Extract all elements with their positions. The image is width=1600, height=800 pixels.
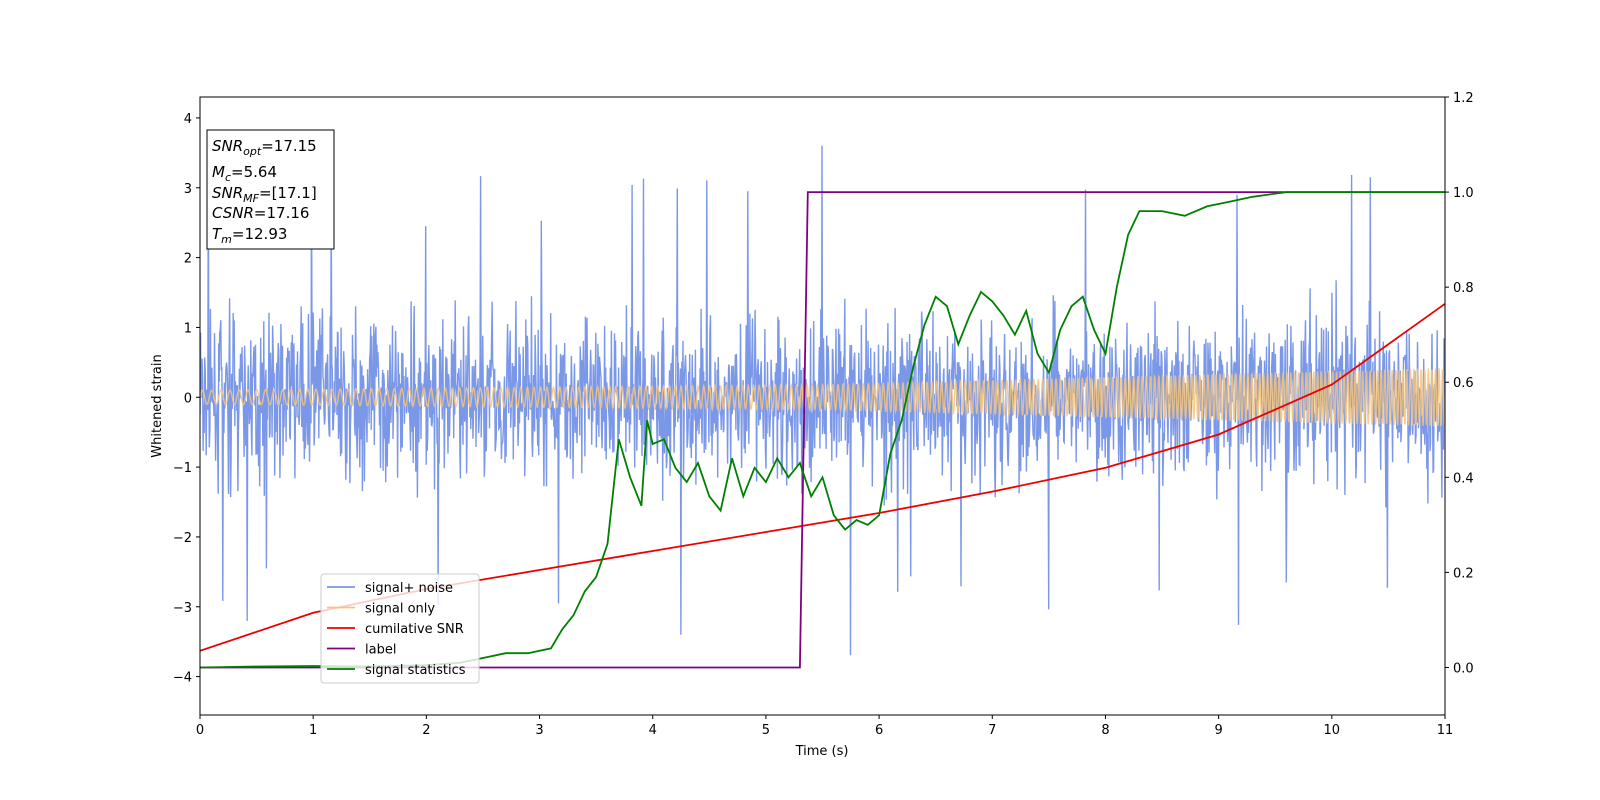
- y-tick-label: −2: [173, 531, 192, 546]
- y-tick-label: 4: [184, 112, 192, 127]
- info-box-frame: [206, 129, 335, 250]
- y2-tick-label: 1.2: [1453, 91, 1474, 106]
- info-tm-base: T: [212, 225, 223, 243]
- info-csnr: CSNR=17.16: [212, 204, 309, 222]
- info-mc-sub: c: [225, 171, 231, 184]
- y-tick-label: −1: [173, 461, 192, 476]
- y-tick-label: 0: [184, 391, 192, 406]
- x-tick-label: 11: [1437, 723, 1454, 738]
- y-tick-label: 1: [184, 321, 192, 336]
- x-tick-label: 10: [1324, 723, 1341, 738]
- x-tick-label: 9: [1214, 723, 1222, 738]
- x-tick-label: 2: [422, 723, 430, 738]
- x-tick-label: 7: [988, 723, 996, 738]
- y2-tick-label: 1.0: [1453, 186, 1474, 201]
- info-snr-opt: SNRopt=17.15: [212, 137, 317, 158]
- y2-tick-label: 0.2: [1453, 566, 1474, 581]
- info-snr-mf-sub: MF: [243, 192, 259, 205]
- legend-label: label: [365, 643, 396, 658]
- y2-tick-label: 0.6: [1453, 376, 1474, 391]
- legend-frame: [320, 573, 480, 684]
- info-tm-value: =12.93: [232, 225, 288, 243]
- legend-label: cumilative SNR: [365, 622, 464, 637]
- x-tick-label: 5: [762, 723, 770, 738]
- x-tick-label: 4: [649, 723, 657, 738]
- y2-tick-label: 0.0: [1453, 661, 1474, 676]
- x-tick-label: 0: [196, 723, 204, 738]
- legend-label: signal only: [365, 602, 435, 617]
- info-mc-base: M: [212, 163, 225, 181]
- info-csnr-value: =17.16: [254, 204, 310, 222]
- y-tick-label: −4: [173, 671, 192, 686]
- series-signal-noise-line: [200, 145, 1445, 656]
- x-tick-label: 3: [535, 723, 543, 738]
- info-snr-mf-base: SNR: [212, 184, 243, 202]
- legend-label: signal+ noise: [365, 581, 453, 596]
- axes-frame: [199, 96, 1446, 716]
- ticks-layer: 0 1 2 3 4 5 6 7 8 9 10 1143210−1−2−3−41.21.00.80.60…: [173, 91, 1474, 738]
- y-tick-label: 3: [184, 182, 192, 197]
- info-snr-opt-sub: opt: [243, 145, 262, 158]
- x-axis-label: Time (s): [795, 744, 849, 759]
- series-signal-statistics-line: [200, 191, 1445, 669]
- x-tick-label: 6: [875, 723, 883, 738]
- y-axis-label: Whitened strain: [150, 354, 165, 457]
- info-box: SNRopt=17.15 Mc=5.64 SNRMF=[17.1] CSNR=1…: [206, 129, 335, 250]
- info-mc-value: =5.64: [231, 163, 277, 181]
- info-snr-mf-value: =[17.1]: [259, 184, 317, 202]
- series-signal-only-line: [200, 368, 1445, 427]
- info-csnr-base: CSNR: [212, 204, 254, 222]
- y-tick-label: 2: [184, 252, 192, 267]
- y2-tick-label: 0.8: [1453, 281, 1474, 296]
- info-snr-mf: SNRMF=[17.1]: [212, 184, 317, 205]
- info-tm: Tm=12.93: [212, 225, 287, 246]
- info-tm-sub: m: [221, 233, 232, 246]
- y-tick-label: −3: [173, 601, 192, 616]
- info-snr-opt-value: =17.15: [261, 137, 317, 155]
- info-mc: Mc=5.64: [212, 163, 277, 184]
- info-snr-opt-base: SNR: [212, 137, 243, 155]
- y2-tick-label: 0.4: [1453, 471, 1474, 486]
- legend-label: signal statistics: [365, 663, 466, 678]
- series-label-line: [200, 191, 1445, 669]
- x-tick-label: 8: [1101, 723, 1109, 738]
- legend: signal+ noise signal only cumilative SNR la…: [320, 573, 480, 684]
- x-tick-label: 1: [309, 723, 317, 738]
